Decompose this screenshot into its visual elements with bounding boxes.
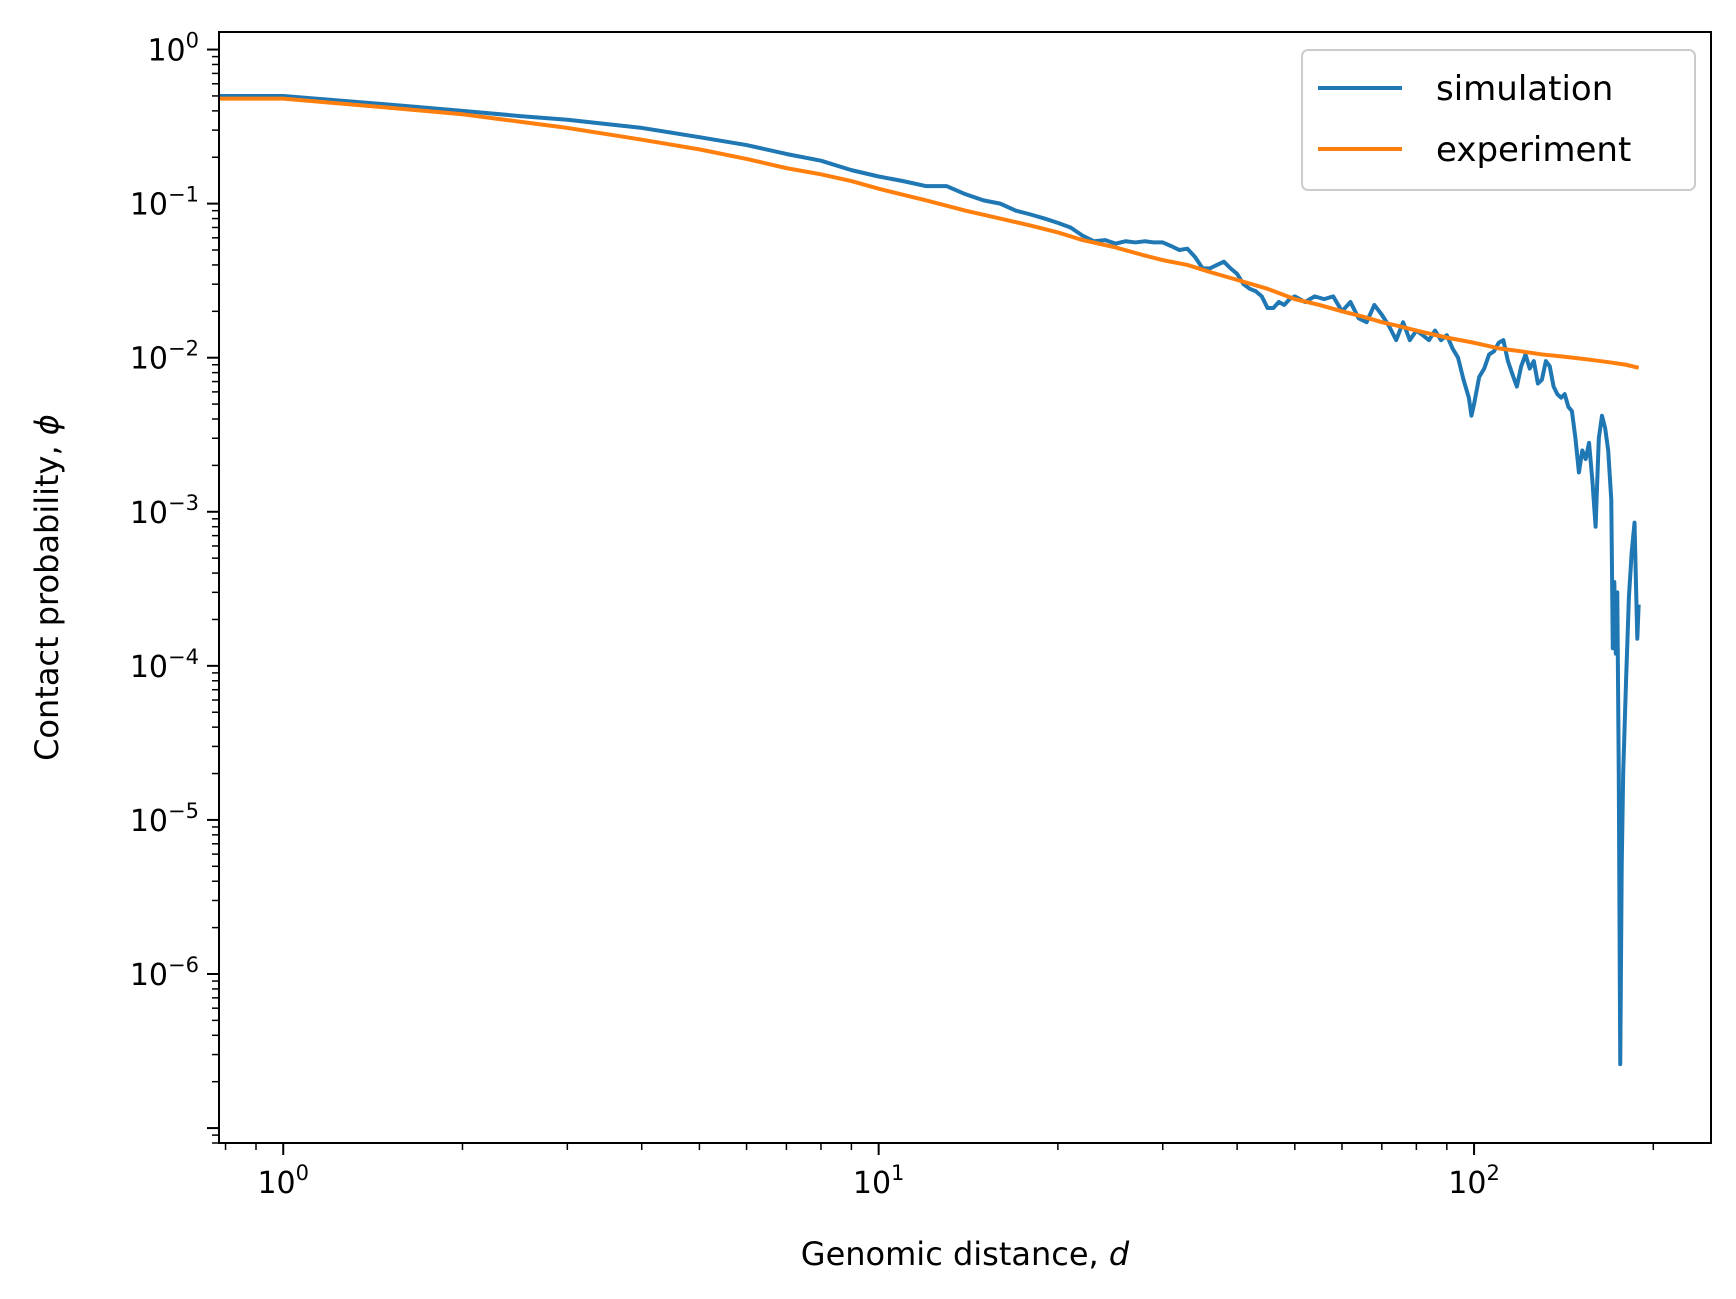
y-tick-label: 10−1 <box>130 183 199 223</box>
legend-box <box>1301 49 1696 191</box>
x-axis-label-symbol: d <box>1109 1235 1130 1273</box>
x-axis-label-text: Genomic distance, <box>801 1235 1109 1273</box>
x-axis-ticks: 100 101 102 <box>224 1143 1655 1201</box>
y-axis-ticks: 100 10−1 10−2 10−3 10−4 10−5 10−6 <box>130 29 219 1144</box>
x-tick-label: 102 <box>1448 1161 1500 1201</box>
x-tick-label: 100 <box>257 1161 309 1201</box>
legend: simulation experiment <box>1301 49 1696 191</box>
y-tick-label: 10−4 <box>130 645 199 685</box>
series-line-experiment <box>219 96 1640 370</box>
y-tick-label: 10−5 <box>130 799 199 839</box>
axes-frame <box>218 31 1712 1144</box>
legend-label-simulation: simulation <box>1436 69 1613 109</box>
y-axis-label-text: Contact probability, <box>28 435 66 761</box>
x-tick-label: 101 <box>853 1161 905 1201</box>
y-tick-label: 10−6 <box>130 953 199 993</box>
y-axis-label-symbol: ϕ <box>28 414 66 435</box>
series-lines <box>219 93 1641 1067</box>
y-axis-label: Contact probability, ϕ <box>28 414 66 761</box>
series-line-simulation <box>219 93 1641 1067</box>
y-tick-label: 10−3 <box>130 491 199 531</box>
x-axis-label: Genomic distance, d <box>801 1235 1130 1273</box>
legend-label-experiment: experiment <box>1436 130 1631 170</box>
y-tick-label: 10−2 <box>130 337 199 377</box>
y-tick-label: 100 <box>147 29 199 69</box>
